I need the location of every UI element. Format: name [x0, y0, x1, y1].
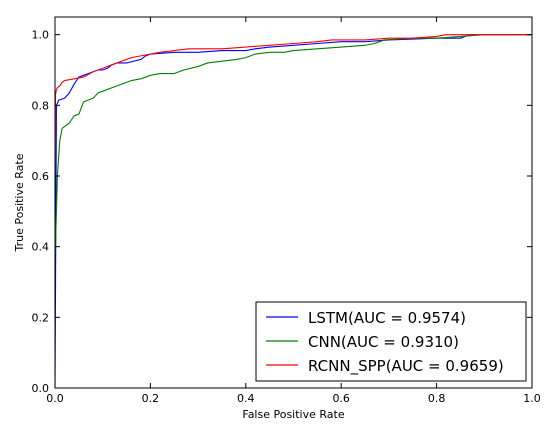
y-tick-label: 0.0: [32, 382, 50, 395]
y-tick-label: 0.4: [32, 241, 50, 254]
series-line-1: [55, 34, 532, 258]
x-tick-label: 0.0: [46, 392, 64, 405]
legend-label-2: RCNN_SPP(AUC = 0.9659): [308, 357, 504, 376]
plot-frame: [54, 16, 533, 389]
series-line-2: [55, 34, 532, 166]
x-tick-label: 0.8: [428, 392, 446, 405]
y-tick-label: 0.6: [32, 170, 50, 183]
x-axis-label: False Positive Rate: [242, 408, 344, 421]
x-tick-label: 0.4: [237, 392, 255, 405]
series-layer: [55, 34, 532, 388]
legend: LSTM(AUC = 0.9574) CNN(AUC = 0.9310) RCNN_…: [255, 301, 527, 382]
legend-box: [255, 301, 527, 382]
x-tick-label: 1.0: [523, 392, 541, 405]
legend-label-1: CNN(AUC = 0.9310): [308, 333, 459, 351]
x-tick-label: 0.6: [332, 392, 350, 405]
x-axis-ticks: 0.0 0.2 0.4 0.6 0.8 1.0: [46, 17, 541, 405]
y-tick-label: 0.2: [32, 311, 50, 324]
x-tick-label: 0.2: [142, 392, 160, 405]
legend-label-0: LSTM(AUC = 0.9574): [308, 309, 466, 327]
y-tick-label: 0.8: [32, 99, 50, 112]
y-axis-ticks: 0.0 0.2 0.4 0.6 0.8 1.0: [32, 29, 532, 395]
y-tick-label: 1.0: [32, 29, 50, 42]
y-axis-label: True Positive Rate: [13, 153, 26, 252]
